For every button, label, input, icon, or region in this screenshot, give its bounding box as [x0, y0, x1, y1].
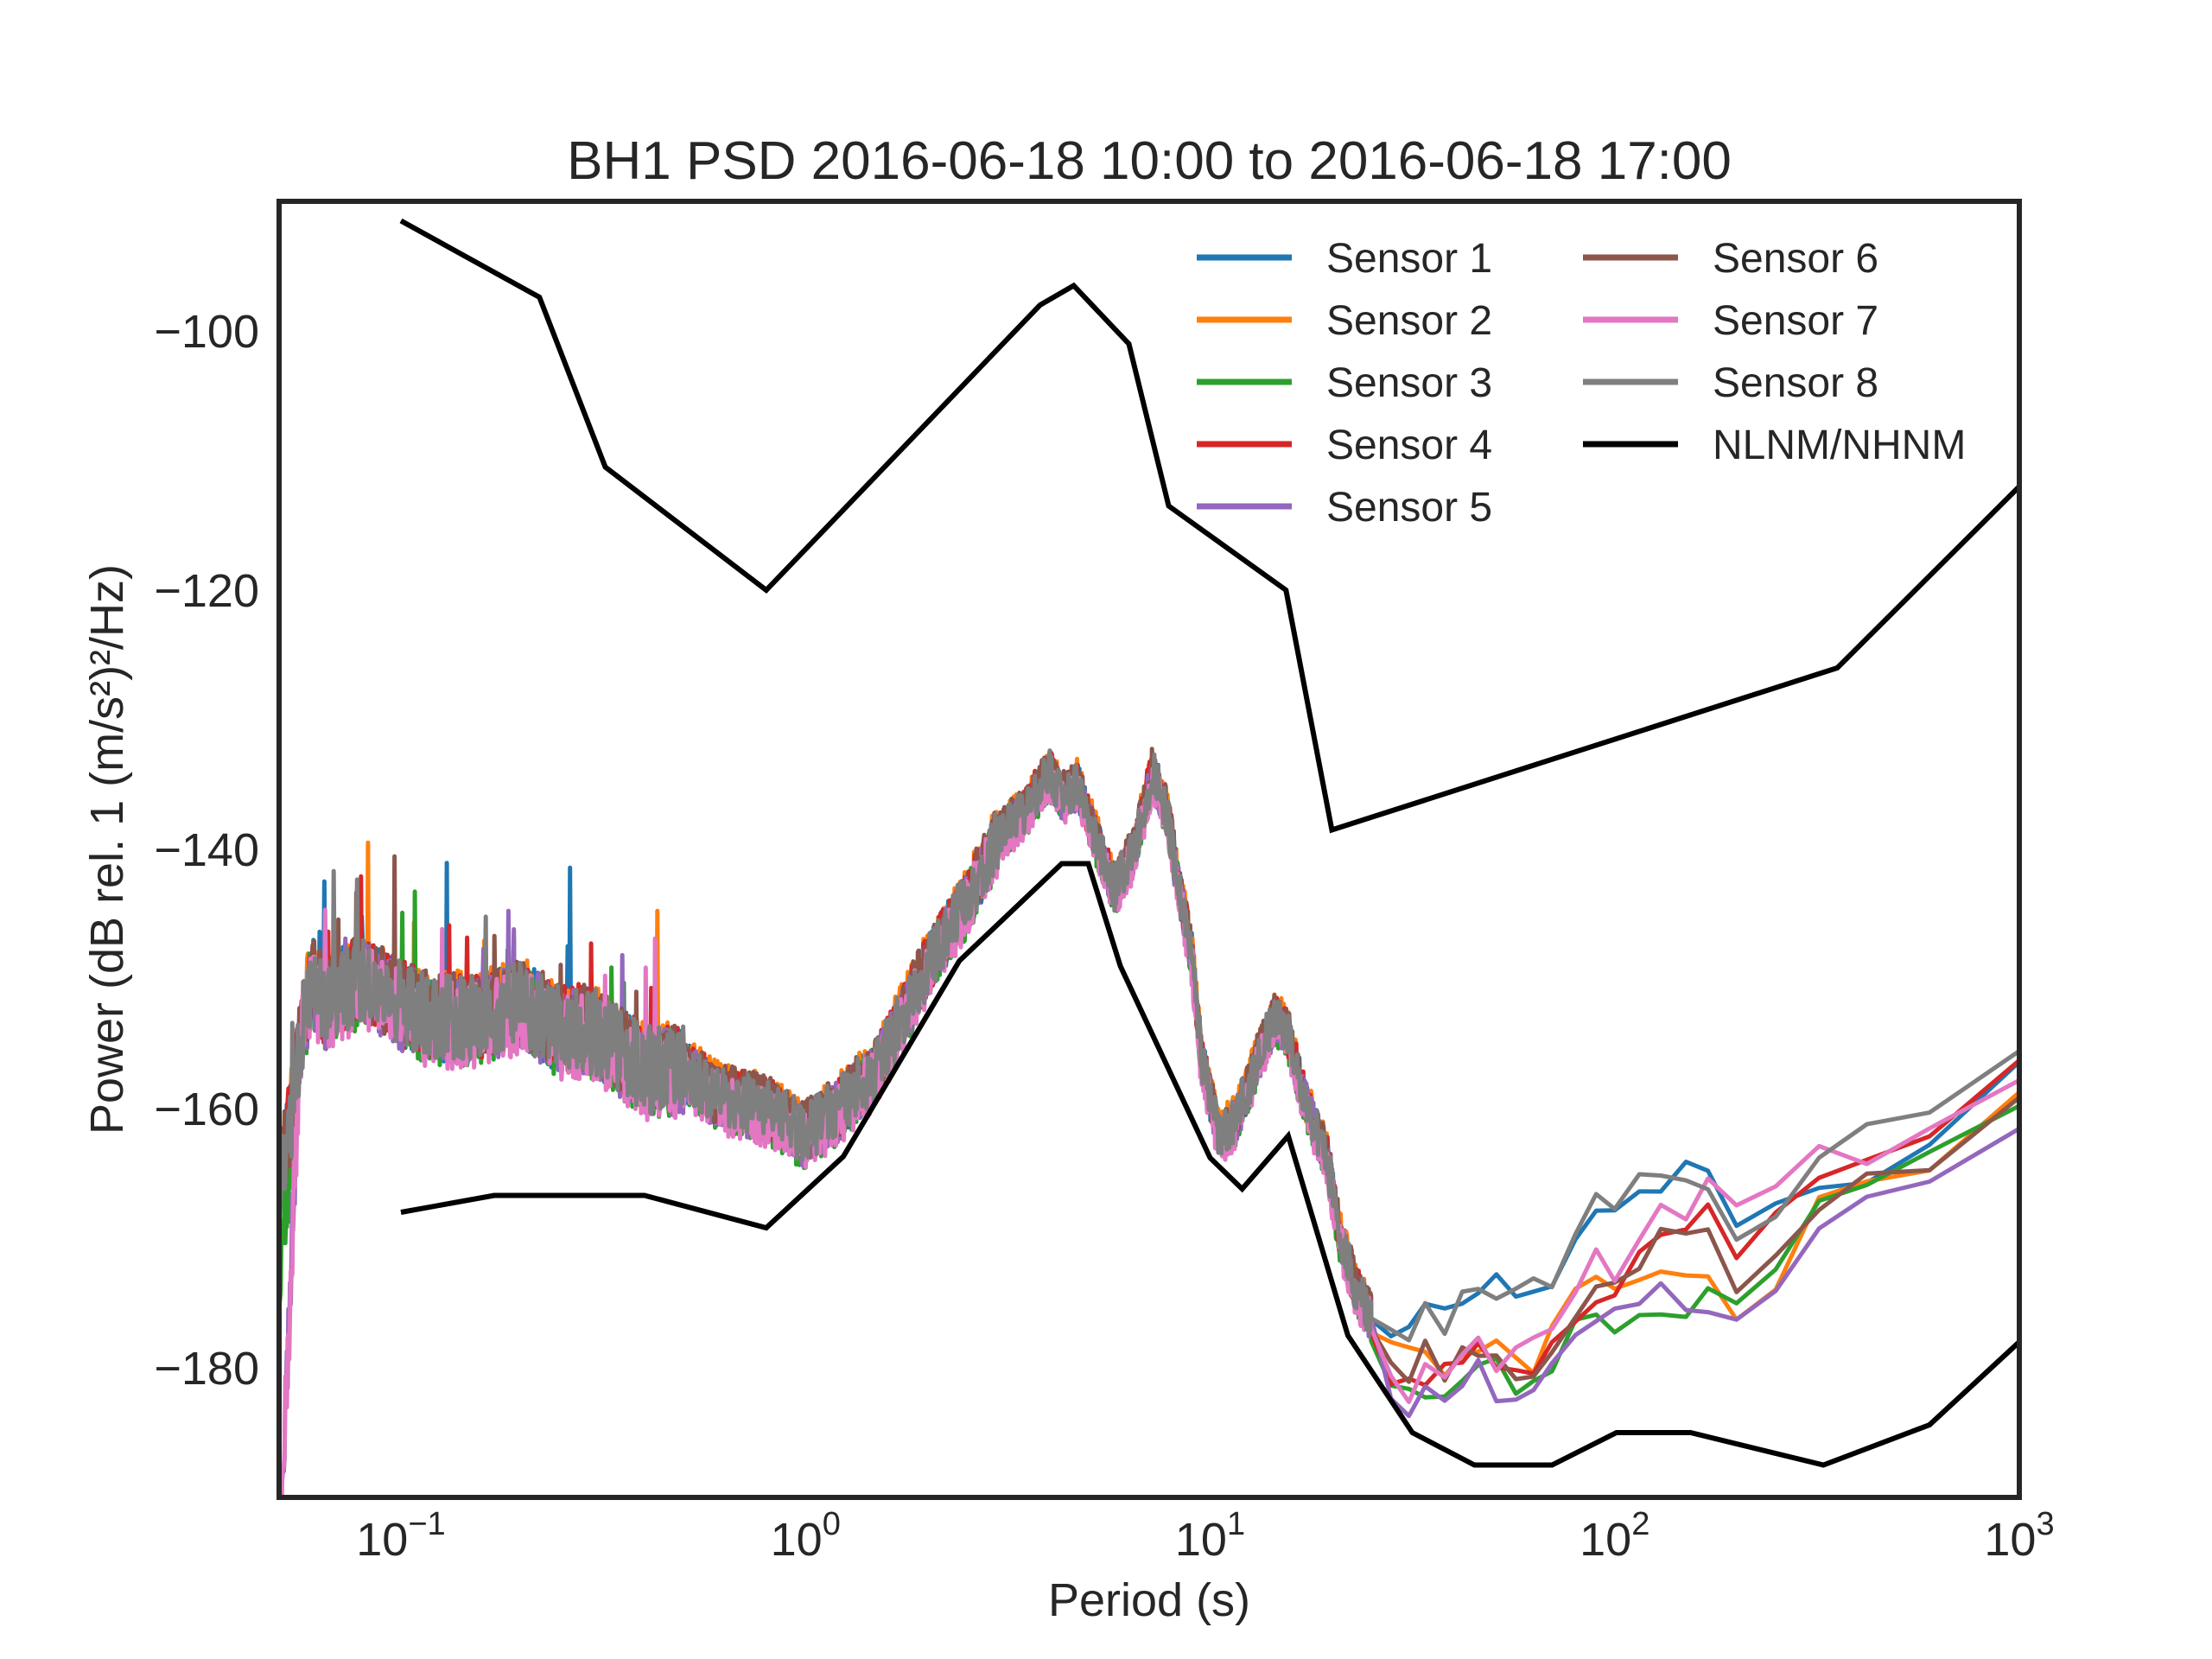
series-line-nhnm: [399, 218, 2019, 834]
legend-label: Sensor 2: [1326, 298, 1492, 344]
legend-label: Sensor 3: [1326, 360, 1492, 406]
x-axis-label: Period (s): [1048, 1574, 1250, 1626]
legend-item: Sensor 3: [1197, 360, 1492, 406]
chart-title: BH1 PSD 2016-06-18 10:00 to 2016-06-18 1…: [567, 131, 1732, 191]
y-tick-labels: −100 −120 −140 −160 −180: [154, 306, 259, 1395]
legend-item: Sensor 5: [1197, 485, 1492, 531]
y-tick-label: −180: [154, 1343, 259, 1395]
x-tick-label: 100: [771, 1506, 841, 1566]
x-tick-label: 103: [1984, 1506, 2054, 1566]
x-tick-label: 10−1: [356, 1506, 445, 1566]
legend-item: NLNM/NHNM: [1583, 423, 1966, 468]
plot-frame: [276, 199, 2022, 1500]
series-line-nlnm: [400, 861, 2019, 1468]
series-line-sensor-8: [279, 748, 2019, 1343]
legend-label: Sensor 8: [1713, 360, 1878, 406]
legend-item: Sensor 7: [1583, 298, 1878, 344]
legend-item: Sensor 1: [1197, 236, 1492, 282]
y-tick-label: −140: [154, 824, 259, 876]
legend-label: NLNM/NHNM: [1713, 423, 1966, 468]
x-tick-labels: 10−1 100 101 102 103: [356, 1506, 2054, 1566]
legend-item: Sensor 8: [1583, 360, 1878, 406]
legend-item: Sensor 4: [1197, 423, 1492, 468]
x-tick-label: 102: [1580, 1506, 1649, 1566]
legend: Sensor 1 Sensor 2 Sensor 3 Sensor 4 Sensor 5…: [1197, 236, 1966, 531]
legend-label: Sensor 6: [1713, 236, 1878, 282]
legend-item: Sensor 6: [1583, 236, 1878, 282]
y-axis-label: Power (dB rel. 1 (m/s²)²/Hz): [81, 564, 133, 1135]
y-tick-label: −100: [154, 306, 259, 358]
x-tick-label: 101: [1175, 1506, 1245, 1566]
legend-label: Sensor 5: [1326, 485, 1492, 531]
legend-label: Sensor 7: [1713, 298, 1878, 344]
noise-model-layer: [399, 218, 2019, 1468]
series-layer: [279, 747, 2019, 1497]
legend-item: Sensor 2: [1197, 298, 1492, 344]
legend-label: Sensor 4: [1326, 423, 1492, 468]
y-tick-label: −160: [154, 1084, 259, 1135]
y-tick-label: −120: [154, 565, 259, 617]
legend-label: Sensor 1: [1326, 236, 1492, 282]
